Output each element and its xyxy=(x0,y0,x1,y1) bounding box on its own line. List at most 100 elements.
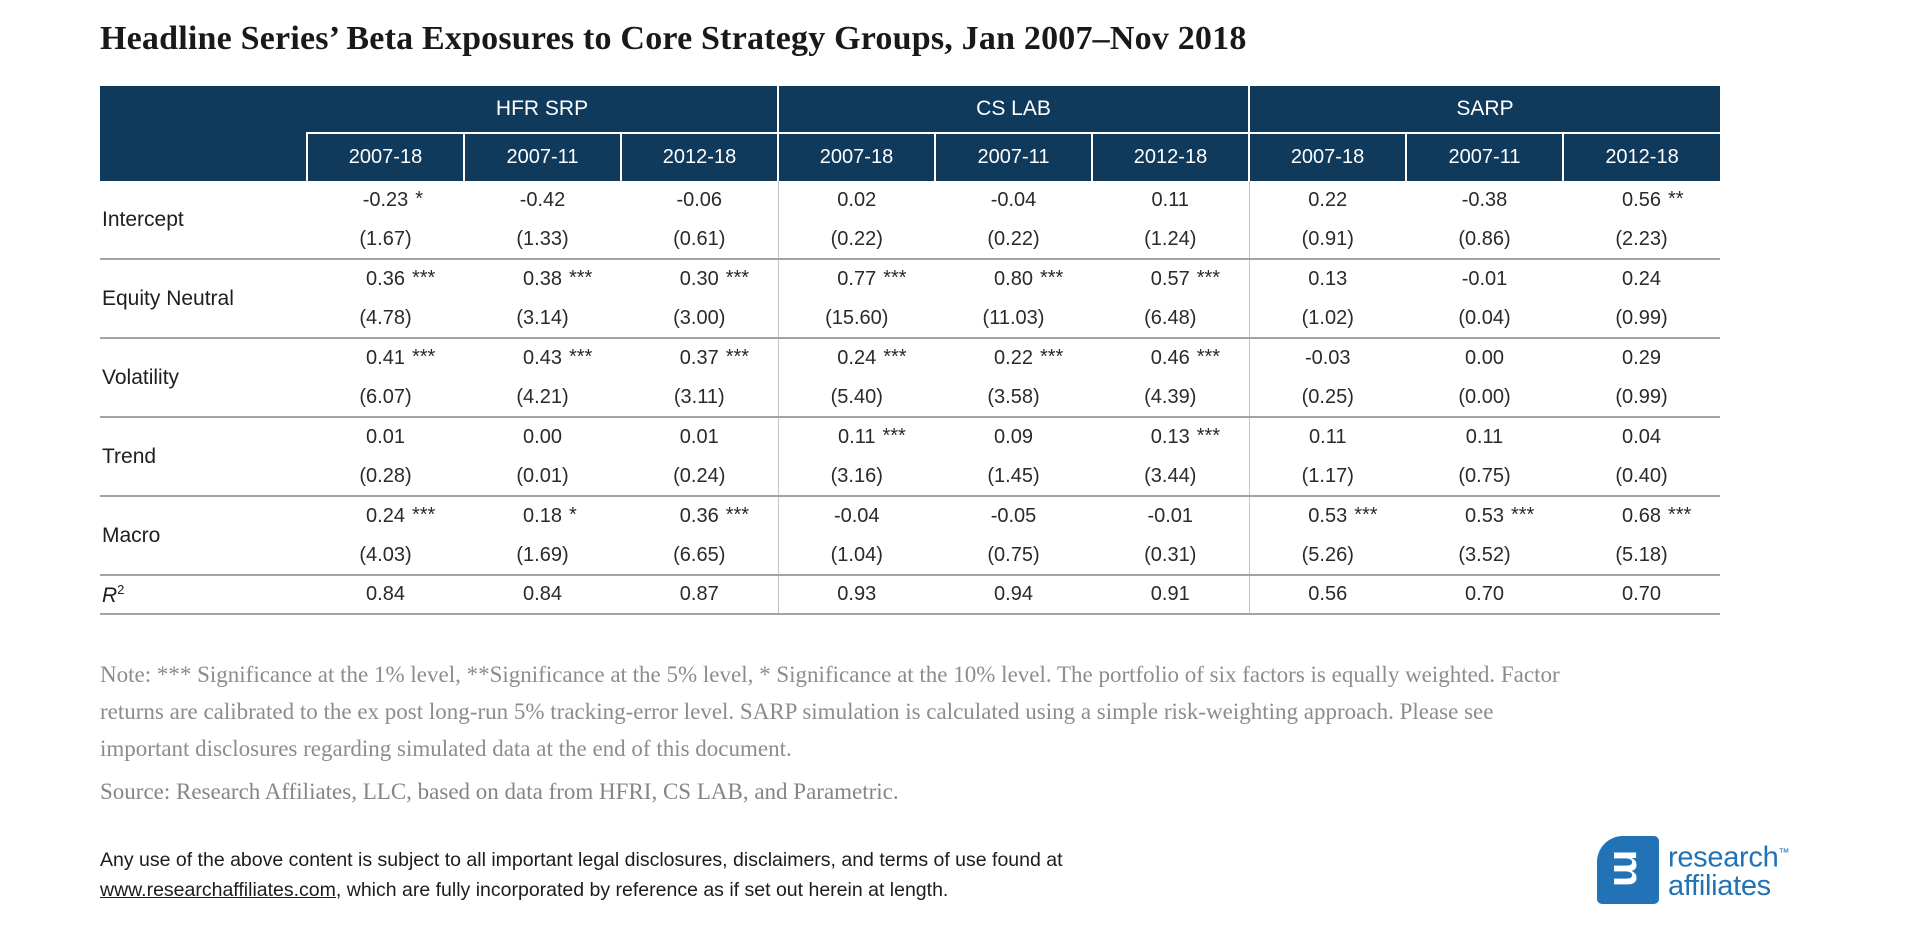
row-label: Macro xyxy=(100,495,307,575)
coef-cell: -0.03 xyxy=(1248,337,1407,378)
exhibit-title: Headline Series’ Beta Exposures to Core … xyxy=(100,20,1247,57)
coef-cell: 0.24 *** xyxy=(307,495,464,536)
coef-cell: 0.09 xyxy=(935,416,1092,457)
period-header: 2007-18 xyxy=(1248,133,1407,181)
coef-cell: 0.00 xyxy=(464,416,621,457)
coef-cell: 0.18 * xyxy=(464,495,621,536)
tstat-cell: (6.48) xyxy=(1144,306,1197,329)
coef-cell: 0.11 *** xyxy=(777,416,935,457)
tstat-cell: (0.75) xyxy=(987,543,1040,566)
coef-cell: 0.30 *** xyxy=(621,258,778,299)
coef-cell: 0.13 *** xyxy=(1092,416,1250,457)
coef-cell: 0.24 *** xyxy=(777,337,935,378)
coef-cell: 0.11 xyxy=(1248,416,1407,457)
period-header: 2012-18 xyxy=(1090,133,1250,181)
coef-cell: 0.43 *** xyxy=(464,337,621,378)
coef-cell: 0.38 *** xyxy=(464,258,621,299)
ra-monogram-icon: m xyxy=(1597,836,1659,904)
tstat-cell: (3.44) xyxy=(1144,464,1197,487)
tstat-cell: (1.67) xyxy=(359,227,412,250)
brand-line-1: research xyxy=(1668,841,1779,874)
tstat-cell: (4.39) xyxy=(1144,385,1197,408)
brand-wordmark: research™ affiliates xyxy=(1668,839,1789,902)
tstat-cell: (5.40) xyxy=(777,378,935,417)
tstat-cell: (6.65) xyxy=(673,543,726,566)
tstat-cell: (3.14) xyxy=(516,306,569,329)
tstat-cell: (11.03) xyxy=(982,306,1045,329)
coef-cell: -0.01 xyxy=(1092,495,1250,536)
group-header: CS LAB xyxy=(776,86,1250,134)
tstat-cell: (0.86) xyxy=(1458,227,1511,250)
coef-cell: 0.00 xyxy=(1406,337,1564,378)
tstat-cell: (6.07) xyxy=(359,385,412,408)
ra-monogram-glyph: m xyxy=(1605,849,1652,887)
tstat-cell: (0.22) xyxy=(987,227,1040,250)
tstat-cell: (2.23) xyxy=(1615,227,1668,250)
row-label: Trend xyxy=(100,416,307,496)
tstat-cell: (4.03) xyxy=(359,543,412,566)
tstat-cell: (3.52) xyxy=(1458,543,1511,566)
coef-cell: 0.11 xyxy=(1406,416,1564,457)
tstat-cell: (0.61) xyxy=(673,227,726,250)
coef-cell: 0.77 *** xyxy=(777,258,935,299)
coef-cell: -0.42 xyxy=(519,189,566,211)
website-link[interactable]: www.researchaffiliates.com xyxy=(100,879,336,901)
note-line: important disclosures regarding simulate… xyxy=(100,736,792,761)
tstat-cell: (3.16) xyxy=(777,457,935,496)
tstat-cell: (0.01) xyxy=(516,464,569,487)
source-line: Source: Research Affiliates, LLC, based … xyxy=(100,779,899,804)
tstat-cell: (3.00) xyxy=(673,306,726,329)
row-label: Volatility xyxy=(100,337,307,417)
coef-cell: -0.04 xyxy=(777,495,935,536)
note-line: returns are calibrated to the ex post lo… xyxy=(100,699,1494,724)
tstat-cell: (0.31) xyxy=(1144,543,1197,566)
tstat-cell: (0.99) xyxy=(1615,385,1668,408)
legal-line-1: Any use of the above content is subject … xyxy=(100,849,1063,871)
tstat-cell: (4.21) xyxy=(516,385,569,408)
coef-cell: 0.11 xyxy=(1151,189,1189,211)
r-squared-value-cell: 0.91 xyxy=(1092,574,1250,615)
research-affiliates-logo: m research™ affiliates xyxy=(1597,836,1789,904)
coef-cell: 0.80 *** xyxy=(935,258,1092,299)
coef-cell: 0.24 xyxy=(1563,258,1721,299)
coef-cell: 0.02 xyxy=(777,181,935,220)
r-squared-value-cell: 0.87 xyxy=(621,574,778,615)
legal-disclaimer: Any use of the above content is subject … xyxy=(100,845,1250,905)
tstat-cell: (0.00) xyxy=(1458,385,1511,408)
coef-cell: 0.53 *** xyxy=(1248,495,1407,536)
tstat-cell: (0.04) xyxy=(1458,306,1511,329)
coef-cell: 0.04 xyxy=(1563,416,1721,457)
coef-cell: 0.68 *** xyxy=(1563,495,1721,536)
tstat-cell: (3.11) xyxy=(673,385,725,408)
coef-cell: -0.01 xyxy=(1406,258,1564,299)
period-header: 2007-11 xyxy=(463,133,621,181)
tstat-cell: (1.02) xyxy=(1248,299,1407,338)
coef-cell: 0.56 ** xyxy=(1622,188,1684,211)
row-label: Equity Neutral xyxy=(100,258,307,338)
coef-cell: 0.29 xyxy=(1563,337,1721,378)
coef-cell: -0.04 xyxy=(990,189,1037,211)
period-header: 2012-18 xyxy=(1562,133,1721,181)
coef-cell: 0.37 *** xyxy=(621,337,778,378)
coef-cell: 0.01 xyxy=(307,416,464,457)
r-squared-label: R2 xyxy=(100,574,307,615)
tstat-cell: (0.40) xyxy=(1615,464,1668,487)
coef-cell: 0.22 xyxy=(1248,181,1407,220)
tstat-cell: (0.75) xyxy=(1458,464,1511,487)
tstat-cell: (3.58) xyxy=(987,385,1040,408)
r-squared-value-cell: 0.94 xyxy=(935,574,1092,615)
coef-cell: 0.22 *** xyxy=(935,337,1092,378)
tstat-cell: (1.24) xyxy=(1144,227,1197,250)
tstat-cell: (1.33) xyxy=(516,227,569,250)
tstat-cell: (0.22) xyxy=(777,220,935,259)
coef-cell: -0.38 xyxy=(1461,189,1508,211)
coef-cell: 0.41 *** xyxy=(307,337,464,378)
r-squared-value-cell: 0.70 xyxy=(1406,574,1564,615)
period-header: 2007-11 xyxy=(1405,133,1564,181)
r-squared-value-cell: 0.70 xyxy=(1563,574,1721,615)
tstat-cell: (1.69) xyxy=(516,543,569,566)
tstat-cell: (4.78) xyxy=(359,306,412,329)
coef-cell: 0.01 xyxy=(621,416,778,457)
beta-table: HFR SRP CS LAB SARP 2007-18 2007-11 2012-18 20… xyxy=(100,86,1721,615)
tstat-cell: (0.24) xyxy=(673,464,726,487)
